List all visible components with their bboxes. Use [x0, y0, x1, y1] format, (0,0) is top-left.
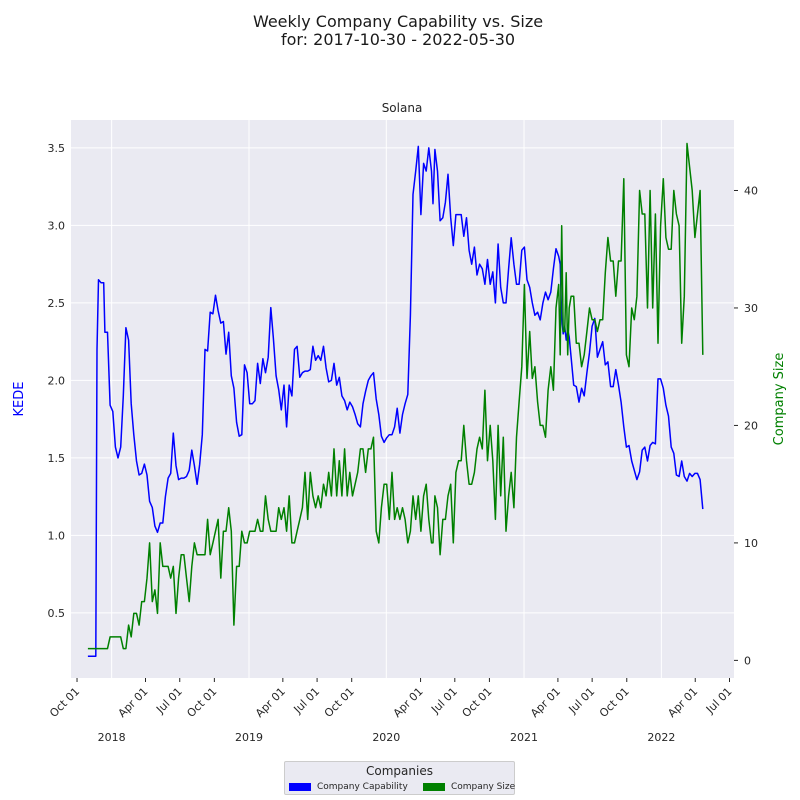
y-axis-right-label: Company Size [772, 353, 787, 446]
y-left-tick-label: 3.5 [48, 142, 66, 155]
x-tick-label: Jul 01 [153, 685, 185, 717]
legend: Companies Company Capability Company Siz… [284, 761, 515, 795]
y-left-tick-label: 1.5 [48, 452, 66, 465]
legend-item-capability: Company Capability [289, 781, 408, 793]
chart-title-line-2: for: 2017-10-30 - 2022-05-30 [280, 30, 516, 49]
y-right-tick-label: 0 [744, 654, 751, 667]
x-tick-label: Apr 01 [391, 685, 426, 720]
y-right-tick-label: 30 [744, 302, 758, 315]
legend-swatch-size [423, 783, 445, 791]
legend-label-size: Company Size [451, 782, 516, 792]
x-tick-label: Apr 01 [528, 685, 563, 720]
x-tick-label: Jul 01 [291, 685, 323, 717]
chart-title-line-1: Weekly Company Capability vs. Size [252, 12, 544, 31]
x-tick-label: Oct 01 [460, 685, 495, 720]
plot-area [71, 120, 734, 678]
x-tick-label: Apr 01 [116, 685, 151, 720]
x-year-label: 2020 [372, 731, 400, 744]
legend-title: Companies [366, 764, 433, 778]
x-tick-label: Apr 01 [665, 685, 700, 720]
y-left-tick-label: 2.0 [48, 374, 66, 387]
x-tick-label: Apr 01 [253, 685, 288, 720]
x-year-label: 2022 [647, 731, 675, 744]
y-left-tick-label: 3.0 [48, 219, 66, 232]
y-right-tick-label: 40 [744, 184, 758, 197]
x-tick-label: Oct 01 [47, 685, 82, 720]
y-left-tick-label: 2.5 [48, 297, 66, 310]
y-left-tick-label: 0.5 [48, 607, 66, 620]
x-year-label: 2019 [235, 731, 263, 744]
legend-label-capability: Company Capability [317, 782, 408, 792]
legend-item-size: Company Size [423, 781, 515, 793]
legend-swatch-capability [289, 783, 311, 791]
y-right-tick-label: 20 [744, 419, 758, 432]
y-right-tick-label: 10 [744, 537, 758, 550]
x-tick-label: Oct 01 [597, 685, 632, 720]
chart-title: Weekly Company Capability vs. Size for: … [0, 13, 796, 49]
x-tick-label: Oct 01 [184, 685, 219, 720]
x-tick-label: Jul 01 [566, 685, 598, 717]
series-line-capability [87, 145, 704, 658]
y-axis-left-label: KEDE [12, 382, 27, 417]
x-tick-label: Jul 01 [428, 685, 460, 717]
x-year-label: 2018 [98, 731, 126, 744]
y-left-tick-label: 1.0 [48, 529, 66, 542]
series-lines [87, 142, 704, 658]
series-line-size [87, 142, 704, 650]
x-year-label: 2021 [510, 731, 538, 744]
x-tick-label: Jul 01 [703, 685, 735, 717]
grid [71, 120, 734, 678]
subplot-title: Solana [382, 101, 423, 115]
x-tick-label: Oct 01 [322, 685, 357, 720]
